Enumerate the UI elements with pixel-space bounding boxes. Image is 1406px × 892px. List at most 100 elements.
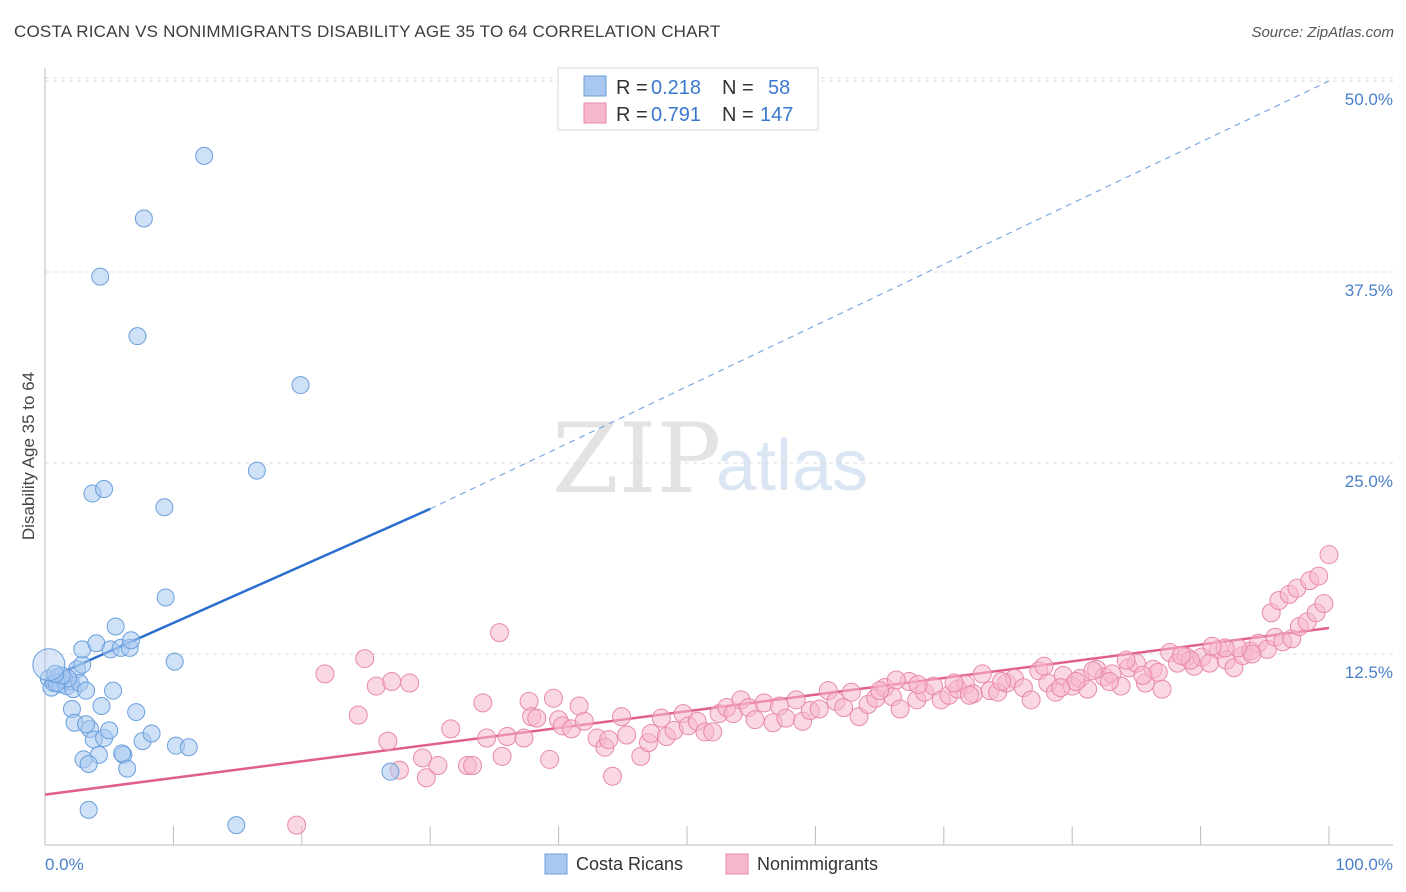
nonimmigrants-points bbox=[287, 545, 1339, 835]
nonimmigrants-point bbox=[703, 722, 723, 742]
costa-ricans-point bbox=[156, 588, 175, 607]
nonimmigrants-point bbox=[745, 710, 765, 730]
costa-ricans-point bbox=[113, 744, 132, 763]
costa-ricans-point bbox=[79, 755, 98, 774]
axes bbox=[44, 68, 1393, 846]
costa-ricans-point bbox=[118, 759, 137, 778]
nonimmigrants-point bbox=[540, 749, 560, 769]
nonimmigrants-point bbox=[492, 746, 512, 766]
watermark-atlas: atlas bbox=[716, 426, 868, 506]
nonimmigrants-point bbox=[754, 693, 774, 713]
nonimmigrants-point bbox=[543, 688, 563, 708]
nonimmigrants-point bbox=[786, 690, 806, 710]
nonimmigrants-point bbox=[809, 699, 829, 719]
nonimmigrants-point bbox=[1051, 678, 1071, 698]
legend-n-label-2: N = bbox=[722, 104, 754, 126]
nonimmigrants-point bbox=[1034, 656, 1054, 676]
nonimmigrants-point bbox=[1319, 545, 1339, 565]
y-axis-label: Disability Age 35 to 64 bbox=[19, 372, 38, 540]
nonimmigrants-point bbox=[870, 681, 890, 701]
nonimmigrants-point bbox=[514, 728, 534, 748]
nonimmigrants-point bbox=[416, 768, 436, 788]
nonimmigrants-point bbox=[617, 725, 637, 745]
nonimmigrants-point bbox=[463, 756, 483, 776]
nonimmigrants-point bbox=[315, 664, 335, 684]
costa-ricans-point bbox=[127, 703, 146, 722]
costa-ricans-point bbox=[381, 762, 400, 781]
nonimmigrants-point bbox=[1309, 566, 1329, 586]
costa-ricans-point bbox=[179, 738, 198, 757]
nonimmigrants-point bbox=[886, 670, 906, 690]
y-tick-label: 25.0% bbox=[1345, 472, 1393, 491]
costa-ricans-point bbox=[95, 479, 114, 498]
nonimmigrants-point bbox=[603, 766, 623, 786]
nonimmigrants-point bbox=[378, 731, 398, 751]
costa-ricans-point bbox=[32, 648, 66, 682]
x-tick-label: 0.0% bbox=[45, 855, 84, 874]
costa-ricans-point bbox=[122, 631, 141, 650]
nonimmigrants-point bbox=[490, 623, 510, 643]
nonimmigrants-point bbox=[355, 649, 375, 669]
bottom-legend-swatch-nonimmigrants bbox=[725, 853, 749, 875]
nonimmigrants-point bbox=[287, 815, 307, 835]
top-legend: R = 0.218 N = 58 R = 0.791 N = 147 bbox=[557, 67, 819, 131]
legend-r-value-2: 0.791 bbox=[651, 104, 701, 126]
bottom-legend-label-costa-ricans: Costa Ricans bbox=[576, 854, 683, 874]
nonimmigrants-point bbox=[382, 672, 402, 692]
nonimmigrants-point bbox=[574, 711, 594, 731]
costa-ricans-point bbox=[77, 715, 96, 734]
costa-ricans-point bbox=[142, 724, 161, 743]
legend-n-value-2: 147 bbox=[760, 104, 793, 126]
nonimmigrants-point bbox=[959, 685, 979, 705]
y-tick-label: 12.5% bbox=[1345, 663, 1393, 682]
costa-ricans-point bbox=[79, 800, 98, 819]
nonimmigrants-point bbox=[992, 672, 1012, 692]
nonimmigrants-point bbox=[1021, 690, 1041, 710]
costa-ricans-point bbox=[291, 376, 310, 395]
nonimmigrants-point bbox=[477, 728, 497, 748]
legend-r-value-1: 0.218 bbox=[651, 77, 701, 99]
nonimmigrants-point bbox=[400, 673, 420, 693]
x-ticks: 0.0% 100.0% bbox=[44, 826, 1393, 874]
nonimmigrants-point bbox=[1148, 662, 1168, 682]
nonimmigrants-point bbox=[944, 673, 964, 693]
nonimmigrants-point bbox=[972, 664, 992, 684]
legend-r-label-1: R = bbox=[616, 77, 648, 99]
costa-ricans-point bbox=[134, 209, 153, 228]
costa-ricans-point bbox=[100, 721, 119, 740]
costa-ricans-points bbox=[32, 146, 400, 835]
costa-ricans-point bbox=[106, 617, 125, 636]
nonimmigrants-point bbox=[1171, 646, 1191, 666]
nonimmigrants-point bbox=[890, 699, 910, 719]
nonimmigrants-point bbox=[1116, 650, 1136, 670]
costa-ricans-point bbox=[128, 327, 147, 346]
legend-r-label-2: R = bbox=[616, 104, 648, 126]
costa-ricans-point bbox=[104, 681, 123, 700]
watermark-zip: ZIP bbox=[552, 403, 721, 515]
legend-swatch-nonimmigrants bbox=[583, 102, 607, 124]
x-tick-label: 100.0% bbox=[1335, 855, 1393, 874]
gridlines bbox=[45, 77, 1393, 655]
nonimmigrants-point bbox=[428, 756, 448, 776]
costa-ricans-point bbox=[92, 696, 111, 715]
bottom-legend-swatch-costa-ricans bbox=[544, 853, 568, 875]
y-tick-label: 50.0% bbox=[1345, 90, 1393, 109]
nonimmigrants-point bbox=[834, 697, 854, 717]
nonimmigrants-point bbox=[1083, 661, 1103, 681]
costa-ricans-point bbox=[195, 146, 214, 165]
nonimmigrants-point bbox=[1152, 679, 1172, 699]
costa-ricans-point bbox=[73, 655, 92, 674]
nonimmigrants-point bbox=[348, 705, 368, 725]
nonimmigrants-point bbox=[908, 675, 928, 695]
nonimmigrants-point bbox=[1099, 672, 1119, 692]
bottom-legend-label-nonimmigrants: Nonimmigrants bbox=[757, 854, 878, 874]
nonimmigrants-point bbox=[1202, 636, 1222, 656]
nonimmigrants-point bbox=[412, 748, 432, 768]
costa-ricans-trend-extension bbox=[429, 80, 1330, 510]
costa-ricans-point bbox=[247, 461, 266, 480]
nonimmigrants-point bbox=[1314, 594, 1334, 614]
costa-ricans-point bbox=[227, 816, 246, 835]
y-tick-label: 37.5% bbox=[1345, 281, 1393, 300]
legend-n-label-1: N = bbox=[722, 77, 754, 99]
